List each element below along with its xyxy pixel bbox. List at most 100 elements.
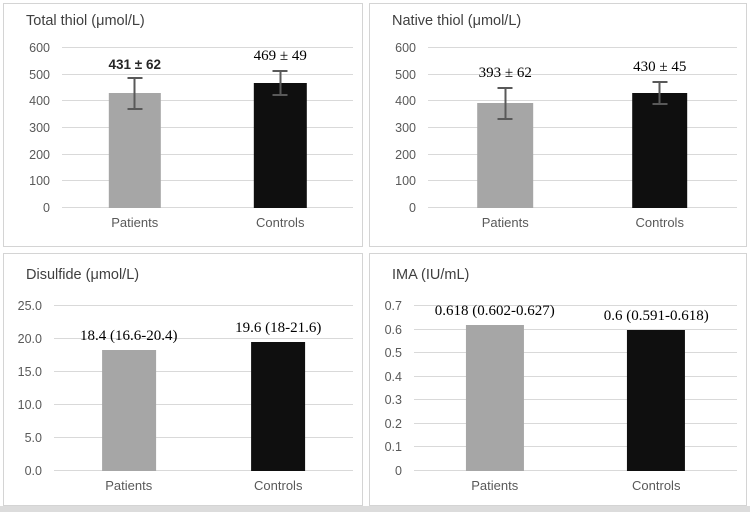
- gridline: [428, 73, 737, 75]
- error-bar-cap: [497, 117, 513, 120]
- bar-patients: [108, 93, 161, 208]
- gridline: [62, 207, 353, 208]
- x-category-label: Patients: [471, 478, 519, 493]
- error-bar-line: [504, 86, 507, 120]
- x-category-label: Controls: [632, 478, 681, 493]
- y-tick-label: 0.2: [384, 416, 402, 431]
- plot-area-total-thiol: 0 100 200 300 400 500 600 431 ± 62 Patients 469 ±…: [29, 41, 353, 230]
- error-bar-cap: [127, 76, 143, 79]
- y-tick-label: 15.0: [17, 365, 42, 379]
- gridline: [414, 399, 737, 401]
- gridline: [414, 328, 737, 330]
- gridline: [54, 404, 353, 405]
- y-tick-label: 600: [395, 41, 416, 55]
- x-category-label: Patients: [105, 478, 153, 493]
- y-tick-label: 25.0: [17, 299, 42, 313]
- error-bar: [127, 76, 143, 110]
- data-label: 431 ± 62: [108, 56, 161, 72]
- gridline: [62, 153, 353, 155]
- error-bar-line: [133, 76, 136, 110]
- x-category-label: Controls: [635, 215, 684, 230]
- x-category-label: Patients: [111, 215, 159, 230]
- y-tick-label: 0.7: [384, 299, 402, 313]
- y-tick-label: 0.0: [24, 464, 42, 478]
- plot-area-ima: 0 0.1 0.2 0.3 0.4 0.5 0.6 0.7 0.618 (0.602-0.627…: [385, 299, 737, 493]
- gridline: [54, 470, 353, 471]
- gridline: [414, 305, 737, 306]
- y-tick-label: 0.6: [384, 322, 402, 337]
- error-bar-cap: [497, 86, 513, 89]
- error-bar: [497, 86, 513, 120]
- gridline: [428, 207, 737, 208]
- gridline: [54, 338, 353, 339]
- gridline: [62, 180, 353, 182]
- data-label: 0.618 (0.602-0.627): [434, 303, 555, 320]
- gridline: [428, 127, 737, 128]
- bar-patients: [101, 349, 156, 471]
- bar-controls: [251, 341, 306, 471]
- data-label: 0.6 (0.591-0.618): [603, 307, 709, 324]
- x-category-label: Controls: [254, 478, 303, 493]
- gridline: [414, 352, 737, 354]
- y-tick-label: 0: [409, 201, 416, 215]
- gridline: [54, 371, 353, 372]
- plot-area-disulfide: 0.0 5.0 10.0 15.0 20.0 25.0 18.4 (16.6-20.4) Pa…: [18, 299, 353, 493]
- y-tick-label: 0: [395, 464, 402, 478]
- y-tick-label: 100: [395, 174, 416, 189]
- bar-controls: [627, 329, 686, 471]
- chart-panel-disulfide: Disulfide (μmol/L) 0.0 5.0 10.0 15.0 20.0 25.…: [3, 253, 363, 506]
- y-tick-label: 200: [29, 147, 50, 162]
- data-label: 430 ± 45: [633, 59, 687, 76]
- plot-area-native-thiol: 0 100 200 300 400 500 600 393 ± 62 Patients 430 ±…: [395, 41, 737, 230]
- chart-title-disulfide: Disulfide (μmol/L): [26, 267, 140, 283]
- gridline: [62, 47, 353, 48]
- chart-panel-ima: IMA (IU/mL) 0 0.1 0.2 0.3 0.4 0.5 0.6 0.7 0.618 …: [369, 253, 747, 506]
- error-bar: [652, 81, 668, 106]
- y-tick-label: 300: [395, 121, 416, 135]
- y-tick-label: 200: [395, 147, 416, 162]
- y-tick-label: 0.1: [384, 440, 402, 455]
- chart-panel-native-thiol: Native thiol (μmol/L) 0 100 200 300 400 500 60…: [369, 3, 747, 247]
- chart-title-native-thiol: Native thiol (μmol/L): [392, 13, 522, 29]
- gridline: [414, 375, 737, 377]
- error-bar-cap: [652, 81, 668, 84]
- data-label: 393 ± 62: [478, 64, 532, 81]
- error-bar-line: [658, 81, 661, 106]
- bar-patients: [477, 103, 534, 208]
- gridline: [414, 446, 737, 448]
- bar-controls: [254, 82, 307, 208]
- gridline: [54, 437, 353, 438]
- bar-controls: [631, 93, 688, 208]
- chart-title-ima: IMA (IU/mL): [392, 267, 470, 283]
- y-tick-label: 600: [29, 41, 50, 55]
- data-label: 469 ± 49: [253, 47, 307, 64]
- gridline: [54, 305, 353, 306]
- x-category-label: Controls: [256, 215, 305, 230]
- error-bar-cap: [272, 69, 288, 72]
- data-label: 19.6 (18-21.6): [235, 319, 322, 336]
- gridline: [62, 73, 353, 75]
- error-bar-cap: [652, 103, 668, 106]
- y-tick-label: 100: [29, 174, 50, 189]
- y-tick-label: 0.5: [384, 346, 402, 361]
- chart-panel-total-thiol: Total thiol (μmol/L) 0 100 200 300 400 500 600…: [3, 3, 363, 247]
- y-tick-label: 500: [395, 67, 416, 82]
- gridline: [428, 47, 737, 48]
- gridline: [428, 100, 737, 102]
- y-tick-label: 20.0: [17, 332, 42, 346]
- gridline: [428, 180, 737, 182]
- y-tick-label: 500: [29, 67, 50, 82]
- error-bar-cap: [272, 94, 288, 96]
- y-tick-label: 0.4: [384, 369, 402, 384]
- bar-patients: [465, 325, 524, 471]
- gridline: [62, 100, 353, 102]
- x-category-label: Patients: [481, 215, 529, 230]
- y-tick-label: 0.3: [384, 393, 402, 408]
- y-tick-label: 10.0: [17, 398, 42, 412]
- y-tick-label: 400: [29, 94, 50, 109]
- gridline: [414, 470, 737, 471]
- error-bar-line: [279, 69, 282, 96]
- chart-title-total-thiol: Total thiol (μmol/L): [26, 13, 145, 29]
